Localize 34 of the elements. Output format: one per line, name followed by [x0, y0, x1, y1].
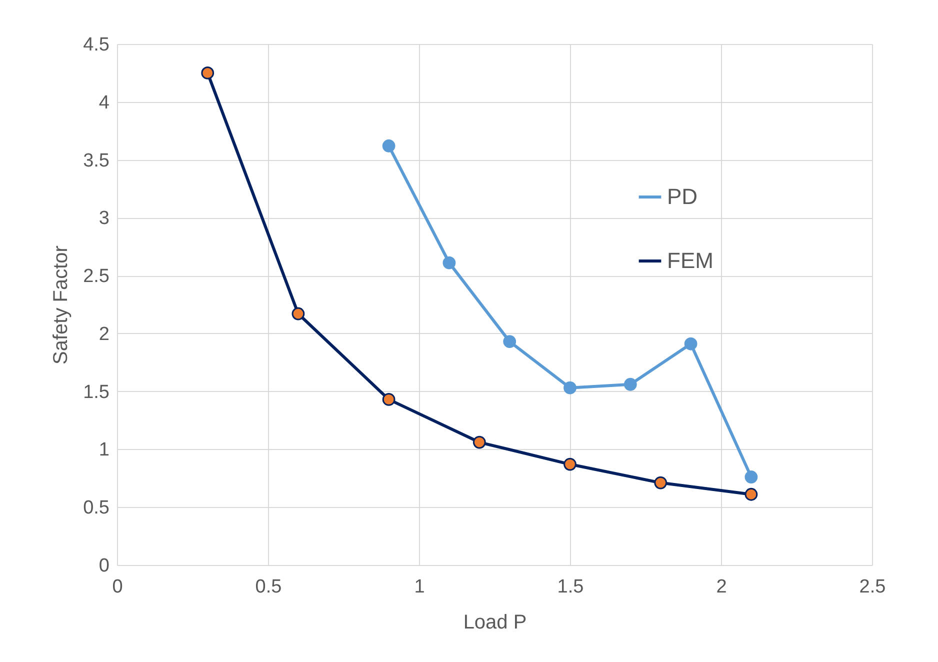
point [684, 337, 698, 350]
point [472, 436, 486, 449]
y-tick-label: 4 [98, 92, 110, 114]
y-tick-label: 2.5 [83, 266, 110, 288]
point [654, 476, 668, 490]
y-tick-label: 0 [98, 556, 110, 576]
x-tick-label: 0.5 [255, 576, 282, 598]
point [382, 139, 396, 152]
y-axis-title: Safety Factor [50, 245, 72, 364]
point [744, 488, 758, 501]
point [292, 307, 305, 320]
point [382, 393, 396, 406]
y-tick-label: 2 [98, 324, 110, 345]
legend-label: FEM [667, 248, 714, 273]
x-axis-title: Load P [463, 612, 527, 634]
point [744, 470, 758, 484]
y-tick-label: 3 [98, 208, 110, 230]
y-tick-label: 0.5 [83, 498, 110, 519]
y-tick-label: 4.5 [83, 34, 110, 56]
y-tick-label: 1.5 [83, 382, 110, 403]
point [624, 378, 637, 391]
x-tick-label: 2 [716, 576, 727, 598]
x-tick-label: 2.5 [859, 576, 886, 598]
legend-label: PD [667, 184, 698, 209]
point [564, 458, 576, 471]
y-tick-label: 1 [98, 440, 110, 461]
x-tick-label: 1.5 [557, 576, 584, 598]
point [201, 66, 214, 80]
x-tick-label: 1 [414, 576, 425, 598]
point [564, 381, 576, 394]
y-tick-label: 3.5 [83, 150, 110, 172]
point [503, 335, 516, 348]
x-tick-label: 0 [112, 576, 123, 598]
point [442, 256, 456, 270]
